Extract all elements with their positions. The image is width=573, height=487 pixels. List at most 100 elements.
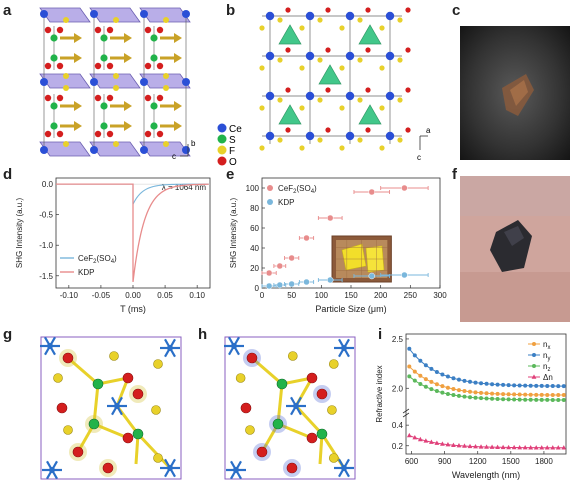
cerium-atom: [305, 91, 315, 101]
data-marker: [467, 443, 473, 449]
oxygen-atom: [56, 402, 68, 414]
legend-text-part: n: [543, 351, 547, 360]
data-marker: [517, 392, 522, 397]
oxygen-atom: [156, 94, 164, 102]
chart-d-shg-trace: -0.10 -0.05 0.00 0.05 0.10 0.0 -0.5 -1.0 -1.5 T (…: [15, 177, 211, 314]
data-marker: [479, 390, 484, 395]
fluorine-atom: [379, 105, 385, 111]
cerium-atom: [40, 78, 48, 86]
x-tick-label: 150: [344, 291, 358, 300]
y-tick-label: 2.0: [392, 384, 404, 393]
data-marker: [418, 358, 423, 363]
unit-cell-frame: [224, 336, 356, 480]
fluorine-atom: [339, 105, 345, 111]
data-point-kdp: [326, 276, 334, 284]
legend-ce-label: Ce: [229, 124, 242, 135]
chart-i-refractive-index: 600 900 1200 1500 1800 2.5 2.0 0.4 0.2 Wavelength…: [375, 333, 567, 480]
cerium-atom: [90, 78, 98, 86]
legend-label-kdp: KDP: [278, 198, 294, 207]
x-tick-label: 50: [287, 291, 296, 300]
oxygen-atom: [106, 94, 114, 102]
legend-label-nz: nz: [543, 362, 550, 373]
fluorine-atom: [151, 405, 161, 415]
x-tick-label: -0.10: [60, 291, 79, 300]
data-marker: [501, 392, 506, 397]
oxygen-atom: [44, 62, 52, 70]
data-marker: [473, 395, 478, 400]
data-marker: [517, 383, 522, 388]
legend-text-part: CeF: [78, 254, 93, 263]
axis-label-b: b: [191, 139, 196, 148]
x-tick-label: 250: [404, 291, 418, 300]
oxygen-atom: [325, 127, 331, 133]
data-marker: [434, 382, 439, 387]
legend-marker: [532, 353, 536, 357]
fluorine-atom: [357, 97, 363, 103]
oxygen-atom: [94, 26, 102, 34]
data-marker: [456, 388, 461, 393]
panel-h-structure: [224, 336, 356, 480]
fluorine-atom: [397, 57, 403, 63]
data-marker: [407, 346, 412, 351]
data-marker: [440, 390, 445, 395]
data-marker: [429, 366, 434, 371]
data-marker: [490, 382, 495, 387]
framework: [259, 7, 411, 151]
fluorine-atom: [317, 137, 323, 143]
legend-label-nx: nx: [543, 340, 550, 351]
data-point-cef2so4: [265, 269, 273, 277]
cerium-atom: [341, 345, 347, 351]
fluorine-atom: [397, 97, 403, 103]
data-point-cef2so4: [326, 214, 334, 222]
data-marker: [445, 442, 451, 447]
cerium-atom: [114, 403, 120, 409]
oxygen-atom: [132, 388, 144, 400]
data-marker: [517, 444, 523, 450]
data-marker: [445, 391, 450, 396]
data-point-kdp: [288, 280, 295, 288]
x-tick-label: 1500: [502, 457, 520, 466]
data-marker: [556, 393, 561, 398]
data-marker: [545, 392, 550, 397]
panel-label-a: a: [3, 2, 12, 19]
fluorine-atom: [163, 85, 169, 91]
cerium-atom: [40, 146, 48, 154]
cerium-atom: [265, 51, 275, 61]
data-marker: [534, 397, 539, 402]
x-tick-label: 0.00: [125, 291, 141, 300]
fluorine-atom: [259, 145, 265, 151]
bond: [93, 422, 129, 440]
data-marker: [468, 379, 472, 384]
cerium-atom: [90, 146, 98, 154]
data-marker: [561, 397, 566, 402]
data-point-cef2so4: [368, 188, 376, 196]
data-marker: [550, 397, 555, 402]
y-tick-label: 0: [255, 284, 260, 293]
y-axis-label: SHG Intensity (a.u.): [15, 198, 24, 269]
data-marker: [534, 383, 539, 388]
fluorine-atom: [339, 65, 345, 71]
sulfur-atom: [50, 34, 58, 42]
oxygen-atom: [72, 446, 84, 458]
panel-a-structure: b c: [10, 4, 200, 166]
data-marker: [506, 444, 512, 450]
fluorine-atom: [259, 105, 265, 111]
oxygen-atom: [405, 7, 411, 13]
panel-label-g: g: [3, 326, 13, 343]
fluorine-atom: [277, 97, 283, 103]
data-marker: [484, 391, 489, 396]
fluorine-atom: [63, 141, 69, 147]
data-marker: [489, 444, 495, 449]
sulfur-atom: [100, 34, 108, 42]
cerium-atom: [305, 131, 315, 141]
inset-crystal: [341, 243, 367, 271]
data-marker: [495, 382, 500, 387]
data-marker: [556, 397, 561, 402]
x-tick-label: 900: [438, 457, 452, 466]
oxygen-atom: [325, 7, 331, 13]
axes-indicator: a c: [417, 126, 431, 162]
cerium-atom: [140, 78, 148, 86]
cerium-atom: [40, 10, 48, 18]
y-axis-label: SHG Intensity (a.u.): [229, 198, 238, 269]
sulfur-atom: [100, 102, 108, 110]
